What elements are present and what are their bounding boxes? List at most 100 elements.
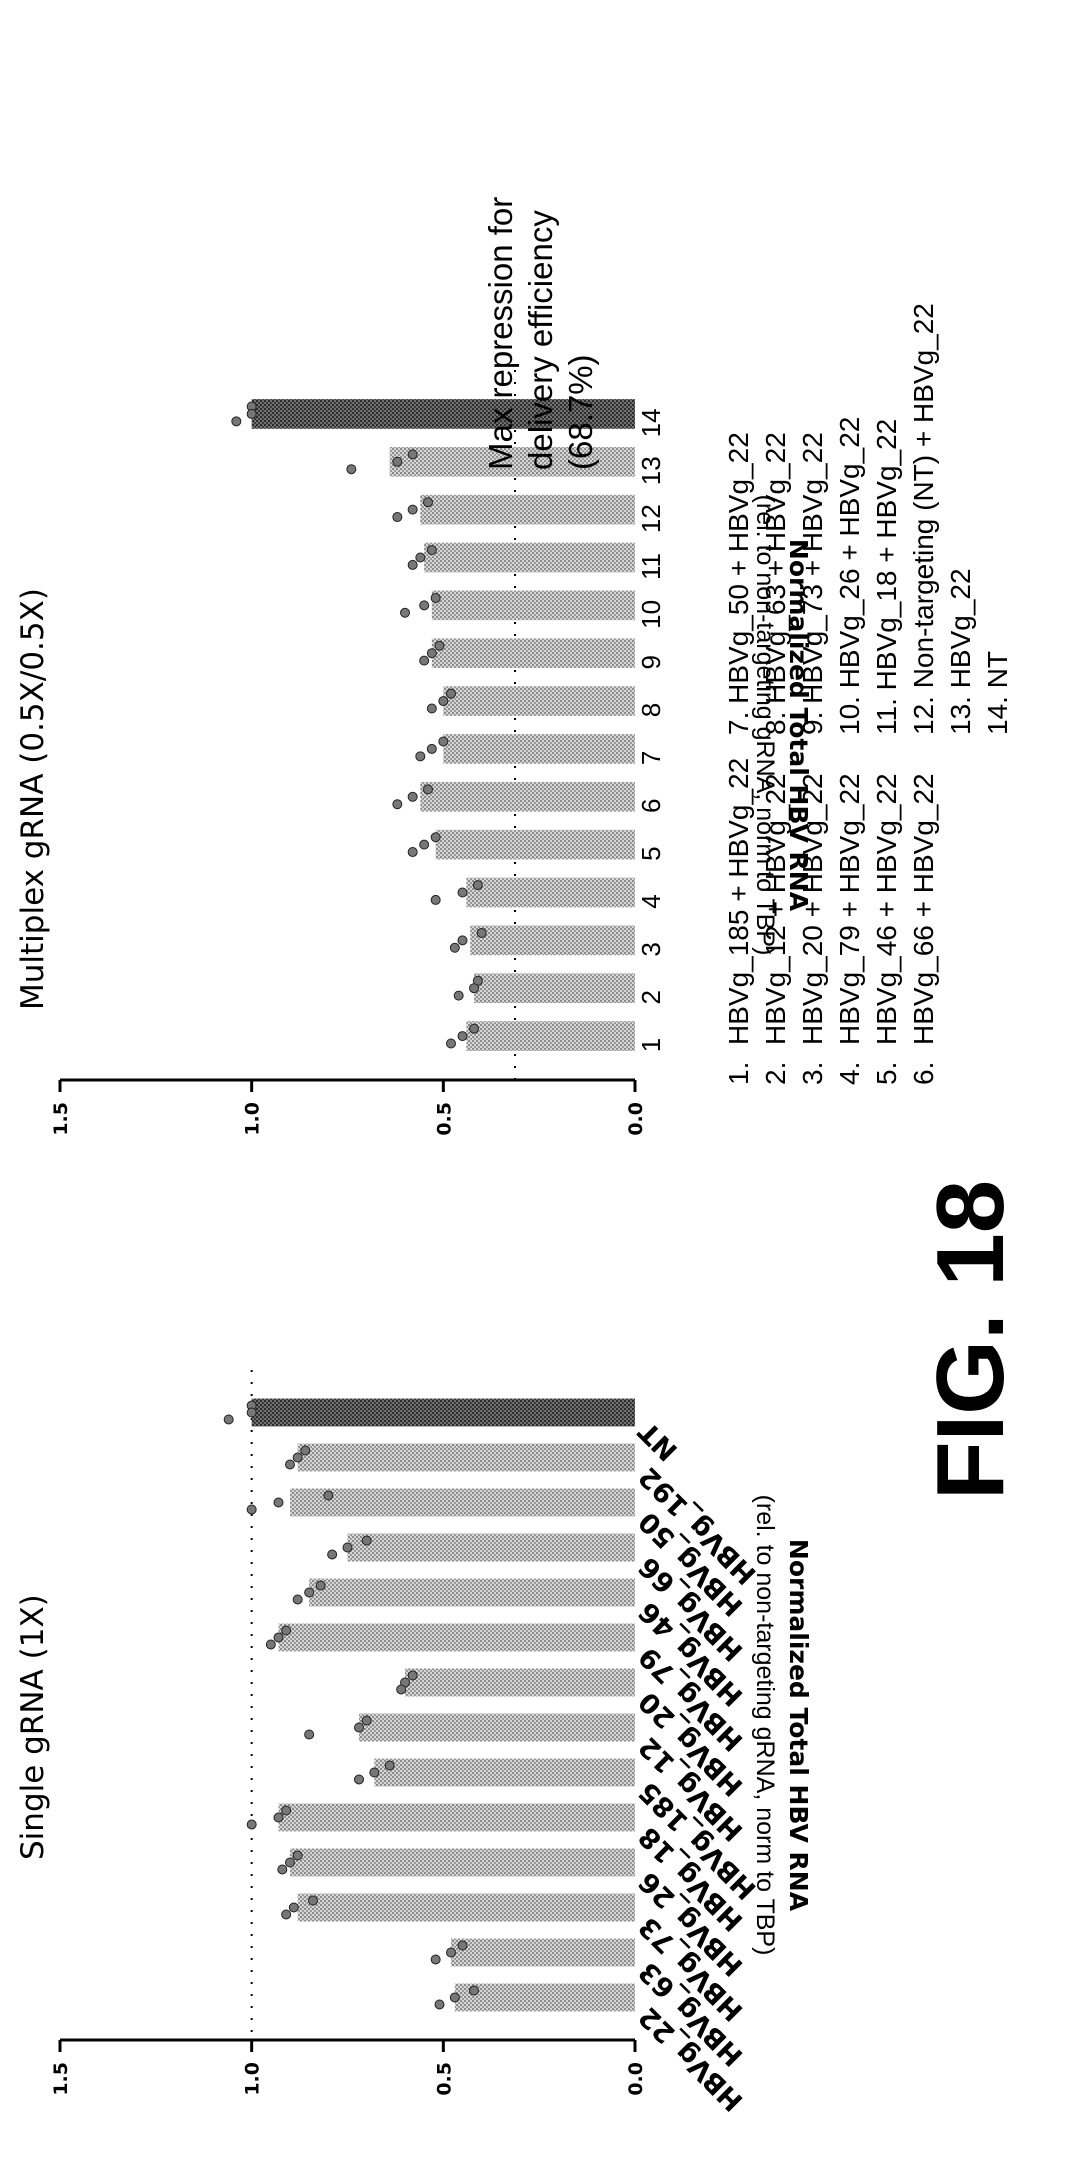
replicate-point — [415, 552, 426, 563]
bar — [290, 1488, 635, 1517]
replicate-point — [446, 1947, 456, 1958]
legend-item: 10. HBVg_26 + HBVg_22 — [834, 417, 865, 735]
bar — [374, 1758, 635, 1787]
replicate-point — [292, 1594, 303, 1605]
replicate-point — [369, 1767, 380, 1778]
bar — [431, 638, 635, 669]
bar — [454, 1983, 635, 2012]
legend-item: 12. Non-targeting (NT) + HBVg_22 — [908, 303, 939, 735]
bar — [251, 399, 635, 429]
replicate-point — [446, 688, 456, 699]
replicate-point — [292, 1452, 303, 1463]
bar — [297, 1443, 635, 1472]
replicate-point — [315, 1580, 326, 1591]
y-axis-title: Normalized Total HBV RNA — [784, 539, 813, 912]
y-axis-subtitle: (rel. to non-targeting gRNA, norm to TBP… — [751, 495, 779, 956]
category-label: 5 — [636, 846, 666, 860]
category-label: 11 — [636, 553, 666, 580]
replicate-point — [430, 592, 441, 603]
legend-item-number: 4. — [834, 1062, 865, 1085]
replicate-point — [246, 1819, 257, 1830]
value-axis-tick-label: 1.0 — [242, 1102, 264, 1136]
legend: 1. HBVg_185 + HBVg_22 2. HBVg_12 + HBVg_22 3… — [723, 303, 1013, 1085]
replicate-point — [434, 640, 445, 651]
replicate-point — [407, 504, 418, 515]
replicate-point — [231, 416, 242, 427]
replicate-point — [469, 1023, 479, 1034]
replicate-point — [457, 887, 468, 898]
category-label: 1 — [636, 1038, 666, 1052]
figure-label-group: FIG. 18 — [917, 1180, 1024, 1500]
replicate-point — [361, 1715, 372, 1726]
figure-label: FIG. 18 — [917, 1180, 1024, 1500]
replicate-point — [308, 1895, 318, 1906]
replicate-point — [453, 990, 464, 1001]
replicate-point — [407, 1670, 418, 1681]
legend-item: 13. HBVg_22 — [945, 568, 976, 735]
replicate-point — [434, 1999, 445, 2010]
replicate-point — [472, 880, 483, 891]
category-label: 13 — [636, 456, 666, 485]
replicate-point — [449, 942, 460, 953]
category-label: 14 — [636, 408, 666, 437]
category-label: 12 — [636, 504, 666, 533]
value-axis-tick-label: 0.0 — [625, 2062, 647, 2096]
replicate-point — [426, 545, 437, 556]
bar — [389, 446, 635, 477]
category-label: NT — [633, 1415, 684, 1466]
replicate-point — [457, 935, 468, 946]
bar — [470, 925, 635, 956]
replicate-point — [273, 1812, 284, 1823]
replicate-point — [476, 927, 487, 938]
replicate-point — [292, 1850, 303, 1861]
replicate-point — [407, 559, 418, 570]
replicate-point — [384, 1760, 395, 1771]
replicate-point — [392, 512, 403, 523]
bar — [466, 1021, 635, 1051]
replicate-point — [246, 1504, 257, 1515]
category-label: 4 — [636, 894, 666, 908]
category-label: 6 — [636, 799, 666, 813]
category-label: 10 — [636, 600, 666, 629]
legend-item-number: 5. — [871, 1062, 902, 1085]
bar — [297, 1893, 635, 1922]
category-label: 2 — [636, 990, 666, 1004]
replicate-point — [423, 784, 433, 795]
y-axis-subtitle: (rel. to non-targeting gRNA, norm to TBP… — [751, 1495, 779, 1956]
replicate-point — [327, 1549, 338, 1560]
replicate-point — [426, 743, 437, 754]
replicate-point — [419, 839, 430, 850]
replicate-point — [392, 456, 403, 467]
chart-title: Multiplex gRNA (0.5X/0.5X) — [15, 588, 51, 1010]
bar — [466, 877, 635, 908]
replicate-point — [288, 1902, 299, 1913]
replicate-point — [265, 1639, 276, 1650]
legend-item-text: HBVg_66 + HBVg_22 — [908, 773, 939, 1045]
legend-item-number: 6. — [908, 1062, 939, 1085]
replicate-point — [273, 1632, 284, 1643]
replicate-point — [285, 1459, 295, 1470]
bar — [420, 494, 635, 525]
single-grna-chart: 0.00.51.01.5 HBVg_22HBVg_63HBVg_73HBVg_26… — [15, 1370, 813, 2117]
replicate-point — [304, 1729, 315, 1740]
legend-item-text: HBVg_185 + HBVg_22 — [723, 758, 754, 1045]
replicate-point — [419, 655, 430, 666]
replicate-point — [300, 1445, 311, 1456]
replicate-point — [346, 464, 357, 475]
replicate-point — [430, 894, 441, 905]
replicate-point — [449, 1992, 460, 2003]
value-axis-tick-label: 1.5 — [50, 2062, 72, 2096]
category-label: 3 — [636, 942, 666, 956]
value-axis-tick-label: 0.5 — [433, 2062, 455, 2096]
legend-item: 7. HBVg_50 + HBVg_22 — [723, 432, 754, 735]
bar — [278, 1623, 635, 1652]
bar — [420, 781, 635, 812]
annotation-line-1: Max repression for — [482, 197, 519, 470]
replicate-point — [438, 696, 449, 707]
bar — [278, 1803, 635, 1832]
replicate-point — [273, 1497, 284, 1508]
bar — [443, 734, 635, 764]
value-axis-tick-label: 1.0 — [242, 2062, 264, 2096]
multiplex-grna-chart: 0.00.51.01.51234567891011121314Multiplex… — [15, 370, 813, 1136]
